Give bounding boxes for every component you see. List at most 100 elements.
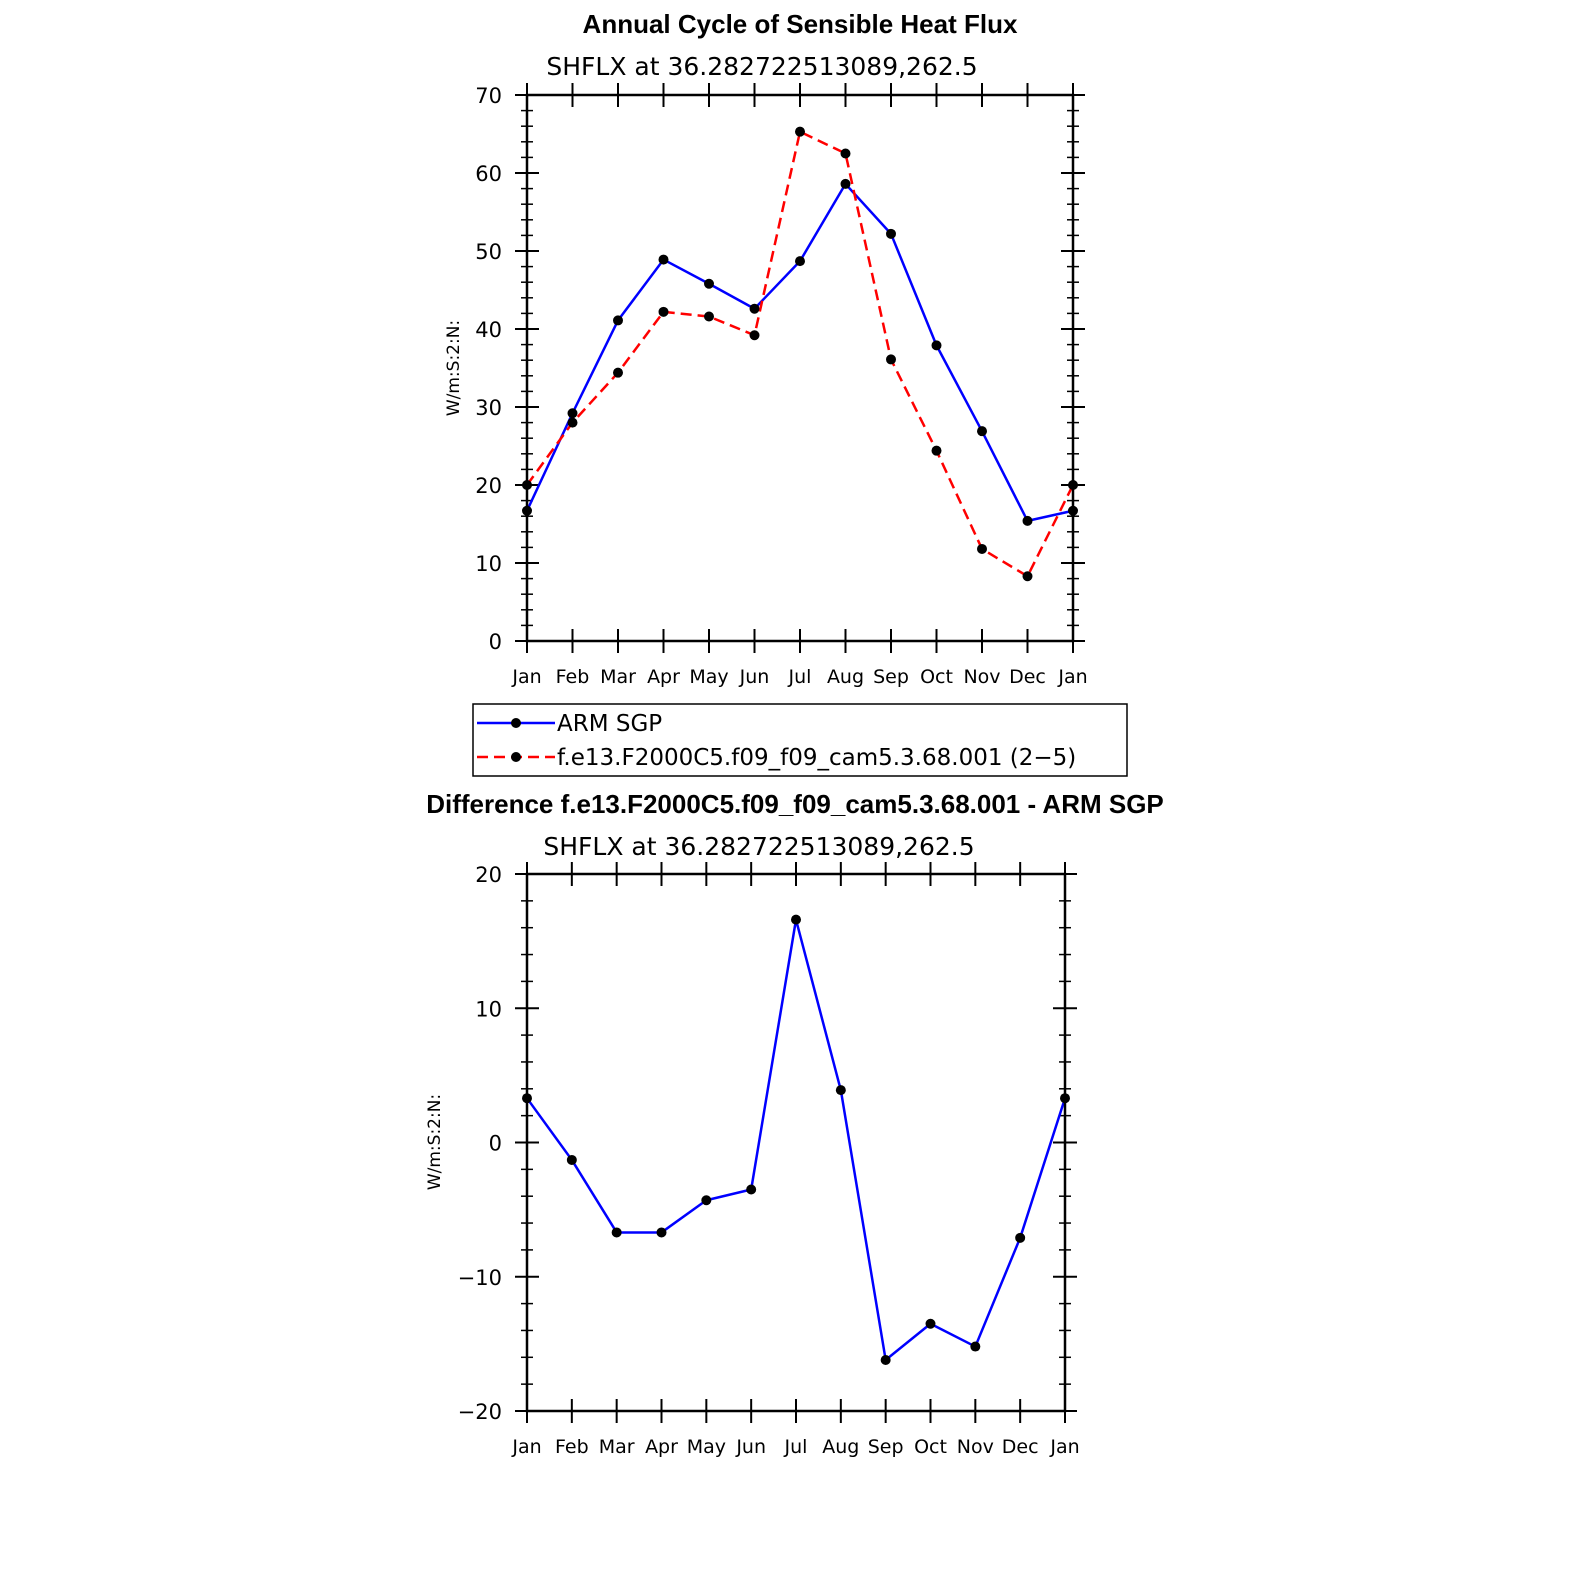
legend-marker-arm-sgp <box>511 718 521 728</box>
y-tick-label: 0 <box>489 1132 502 1156</box>
legend-label-model: f.e13.F2000C5.f09_f09_cam5.3.68.001 (2−5… <box>557 745 1076 771</box>
legend-label-arm-sgp: ARM SGP <box>557 711 662 737</box>
series-0-point <box>749 303 760 314</box>
top-y-tick-labels: 0 10 20 30 40 50 60 70 <box>475 84 502 654</box>
y-tick-label: −10 <box>458 1266 502 1290</box>
series-0-point <box>840 178 851 189</box>
series-1-point <box>704 311 714 322</box>
legend: ARM SGP f.e13.F2000C5.f09_f09_cam5.3.68.… <box>472 703 1128 777</box>
y-tick-label: 10 <box>475 552 502 576</box>
series-1-point <box>840 148 851 159</box>
series-line-0 <box>525 182 1074 523</box>
series-1-point <box>749 330 760 341</box>
y-tick-label: 0 <box>489 630 502 654</box>
bottom-x-tick-labels: Jan Feb Mar Apr May Jun Jul Aug Sep Oct Nov Dec Jan <box>511 1436 1079 1458</box>
bottom-chart-subtitle: SHFLX at 36.282722513089,262.5 <box>543 832 974 861</box>
bottom-plot-frame <box>525 872 1067 1413</box>
top-plot-frame <box>525 93 1075 643</box>
y-tick-label: 20 <box>475 863 502 887</box>
series-0-point <box>791 914 801 925</box>
x-tick-label: Sep <box>873 666 909 688</box>
x-tick-label: Jan <box>1049 1436 1079 1458</box>
series-0-point <box>611 1227 622 1238</box>
bottom-tick-marks <box>515 862 1077 1423</box>
series-0-point <box>886 228 896 239</box>
y-tick-label: 10 <box>475 997 502 1021</box>
x-tick-label: Feb <box>555 1436 589 1458</box>
series-0-point <box>925 1318 936 1329</box>
series-0-point <box>567 408 578 419</box>
y-tick-label: 60 <box>475 162 502 186</box>
x-tick-label: Jan <box>511 666 541 688</box>
series-0-point <box>658 254 669 265</box>
series-line-1 <box>525 130 1075 578</box>
x-tick-label: Feb <box>556 666 590 688</box>
series-1-point <box>1022 571 1033 582</box>
x-tick-label: Jul <box>788 666 812 688</box>
x-tick-label: May <box>687 1436 726 1458</box>
bottom-y-tick-labels: −20 −10 0 10 20 <box>458 863 502 1424</box>
top-tick-marks <box>515 83 1085 653</box>
x-tick-label: Dec <box>1002 1436 1039 1458</box>
x-tick-label: Mar <box>600 666 636 688</box>
y-tick-label: 30 <box>475 396 502 420</box>
legend-marker-model <box>511 752 521 762</box>
bottom-panel: Difference f.e13.F2000C5.f09_f09_cam5.3.… <box>425 789 1164 1458</box>
x-tick-label: Mar <box>599 1436 635 1458</box>
x-tick-label: Apr <box>645 1436 678 1458</box>
top-y-axis-label: W/m:S:2:N: <box>444 320 464 416</box>
x-tick-label: Jun <box>739 666 770 688</box>
series-0-point <box>656 1227 667 1238</box>
legend-box <box>472 703 1128 777</box>
top-x-tick-labels: Jan Feb Mar Apr May Jun Jul Aug Sep Oct Nov Dec Jan <box>511 666 1087 688</box>
x-tick-label: Aug <box>827 666 864 688</box>
x-tick-label: Dec <box>1009 666 1046 688</box>
bottom-y-axis-label: W/m:S:2:N: <box>425 1094 445 1190</box>
top-chart-title: Annual Cycle of Sensible Heat Flux <box>583 9 1018 39</box>
y-tick-label: 40 <box>475 318 502 342</box>
bottom-series-group <box>522 914 1070 1365</box>
series-1-point <box>658 306 669 317</box>
series-0-point <box>746 1184 757 1195</box>
series-1-point <box>567 417 578 428</box>
x-tick-label: Nov <box>963 666 1000 688</box>
x-tick-label: Apr <box>647 666 680 688</box>
x-tick-label: Aug <box>822 1436 859 1458</box>
series-0-point <box>880 1354 891 1365</box>
y-tick-label: −20 <box>458 1400 502 1424</box>
x-tick-label: Jul <box>784 1436 808 1458</box>
x-tick-label: Jan <box>1057 666 1087 688</box>
x-tick-label: Jun <box>735 1436 766 1458</box>
bottom-chart-title: Difference f.e13.F2000C5.f09_f09_cam5.3.… <box>426 789 1164 819</box>
series-0-point <box>704 278 714 289</box>
series-0-point <box>613 315 623 326</box>
series-0-point <box>1022 515 1033 526</box>
series-0-point <box>835 1085 846 1096</box>
series-1-point <box>977 543 987 554</box>
x-tick-label: Jan <box>511 1436 541 1458</box>
x-tick-label: Nov <box>957 1436 994 1458</box>
x-tick-label: Oct <box>920 666 953 688</box>
x-tick-label: Oct <box>914 1436 947 1458</box>
series-1-point <box>931 445 942 456</box>
y-tick-label: 50 <box>475 240 502 264</box>
y-tick-label: 20 <box>475 474 502 498</box>
series-0-point <box>970 1341 981 1352</box>
x-tick-label: May <box>689 666 728 688</box>
series-line-0 <box>525 918 1067 1362</box>
top-chart-subtitle: SHFLX at 36.282722513089,262.5 <box>546 52 977 81</box>
x-tick-label: Sep <box>868 1436 904 1458</box>
series-1-point <box>795 126 805 137</box>
series-0-point <box>566 1154 577 1165</box>
series-1-point <box>886 354 896 365</box>
top-series-group <box>522 126 1078 582</box>
series-0-point <box>1015 1232 1026 1243</box>
series-1-point <box>613 367 623 378</box>
y-tick-label: 70 <box>475 84 502 108</box>
series-0-point <box>701 1195 712 1206</box>
series-0-point <box>977 426 987 437</box>
top-panel: Annual Cycle of Sensible Heat Flux SHFLX… <box>444 9 1128 777</box>
series-0-point <box>795 256 805 267</box>
series-0-point <box>931 340 942 351</box>
